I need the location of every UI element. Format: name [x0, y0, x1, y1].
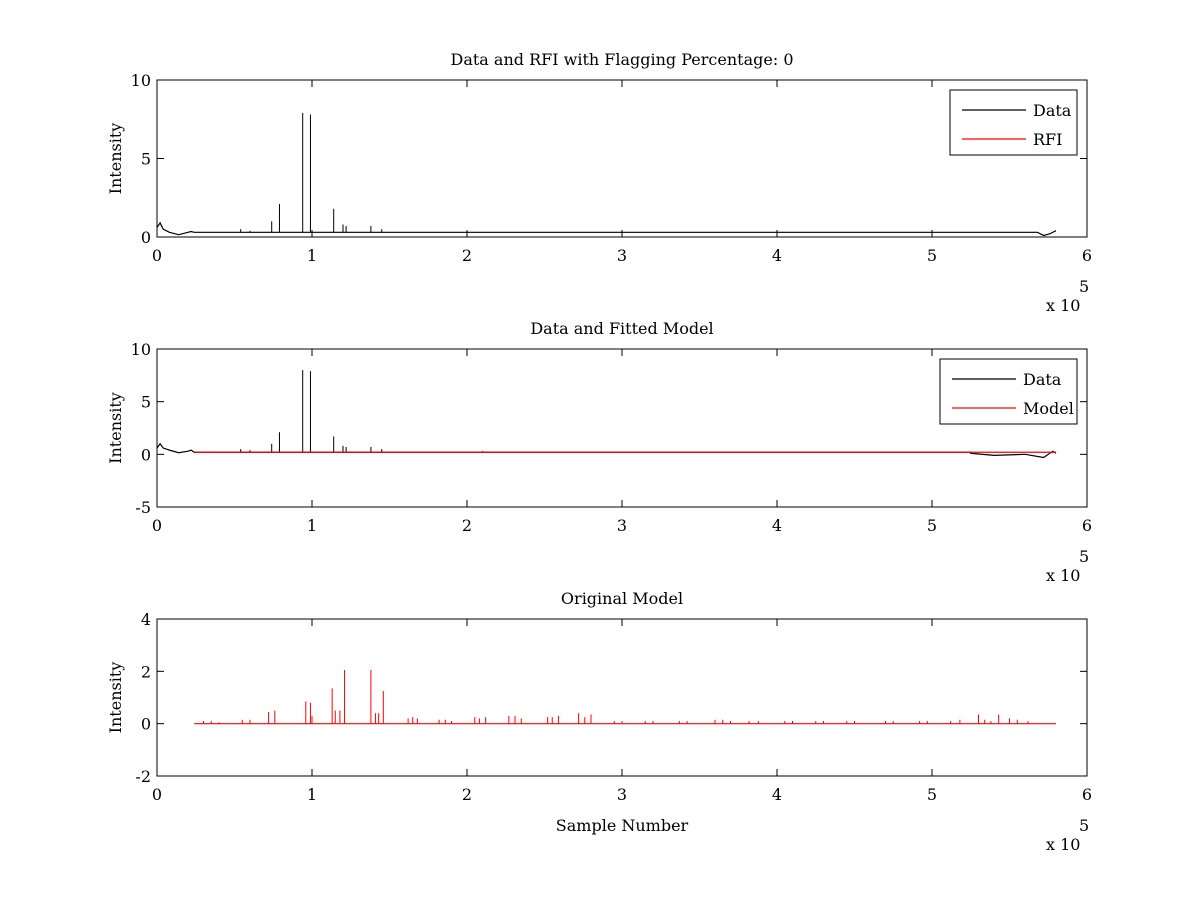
legend-label-data: Data — [1033, 101, 1072, 120]
x-multiplier-exponent: 5 — [1079, 816, 1089, 835]
x-tick-label: 5 — [927, 785, 937, 804]
legend-label-data: Data — [1023, 370, 1062, 389]
series-model — [194, 670, 1056, 725]
y-tick-label: 0 — [141, 715, 151, 734]
series-line — [156, 442, 1057, 459]
x-tick-label: 6 — [1082, 785, 1092, 804]
x-multiplier-base: x 10 — [1046, 566, 1080, 585]
plot-area-frame — [156, 618, 1088, 777]
x-tick-label: 6 — [1082, 246, 1092, 265]
y-tick-label: -5 — [135, 498, 151, 517]
x-tick-label: 2 — [462, 246, 472, 265]
y-axis-label: Intensity — [106, 662, 125, 734]
legend-box — [939, 358, 1078, 425]
series-data — [156, 370, 1057, 459]
y-tick-label: 0 — [141, 228, 151, 247]
y-axis-label: Intensity — [106, 392, 125, 464]
legend: Data Model — [939, 358, 1078, 425]
x-tick-label: 4 — [772, 246, 782, 265]
y-tick-label: 5 — [141, 393, 151, 412]
series-line — [156, 221, 1057, 237]
y-axis-label: Intensity — [106, 123, 125, 195]
chart-title: Data and RFI with Flagging Percentage: 0 — [450, 50, 793, 69]
x-tick-label: 3 — [617, 516, 627, 535]
x-multiplier-base: x 10 — [1046, 835, 1080, 854]
legend: Data RFI — [949, 89, 1078, 156]
y-tick-label: 2 — [141, 662, 151, 681]
y-tick-label: 0 — [141, 445, 151, 464]
x-tick-label: 1 — [307, 516, 317, 535]
chart-panel-1: 0 1 2 3 4 5 6 0 5 10 Data and RFI with Flagging Pe… — [106, 50, 1092, 315]
x-tick-label: 3 — [617, 785, 627, 804]
y-tick-label: 4 — [141, 610, 151, 629]
x-tick-label: 0 — [152, 516, 162, 535]
x-multiplier-base: x 10 — [1046, 296, 1080, 315]
x-tick-label: 0 — [152, 785, 162, 804]
x-multiplier-exponent: 5 — [1079, 547, 1089, 566]
x-tick-label: 1 — [307, 246, 317, 265]
chart-title: Original Model — [561, 589, 683, 608]
y-tick-label: 10 — [131, 71, 151, 90]
x-tick-label: 6 — [1082, 516, 1092, 535]
x-tick-label: 3 — [617, 246, 627, 265]
legend-label-rfi: RFI — [1033, 130, 1062, 149]
legend-box — [949, 89, 1078, 156]
chart-title: Data and Fitted Model — [530, 319, 713, 338]
x-tick-label: 1 — [307, 785, 317, 804]
legend-label-model: Model — [1023, 399, 1074, 418]
x-tick-label: 5 — [927, 516, 937, 535]
plot-area-frame — [156, 79, 1088, 238]
x-tick-label: 2 — [462, 516, 472, 535]
x-axis-label: Sample Number — [556, 816, 689, 835]
y-tick-label: -2 — [135, 767, 151, 786]
x-tick-label: 4 — [772, 785, 782, 804]
x-tick-label: 0 — [152, 246, 162, 265]
x-tick-label: 4 — [772, 516, 782, 535]
x-multiplier-exponent: 5 — [1079, 277, 1089, 296]
series-data — [156, 112, 1057, 237]
x-tick-label: 5 — [927, 246, 937, 265]
x-tick-label: 2 — [462, 785, 472, 804]
y-tick-label: 5 — [141, 150, 151, 169]
y-tick-label: 10 — [131, 340, 151, 359]
